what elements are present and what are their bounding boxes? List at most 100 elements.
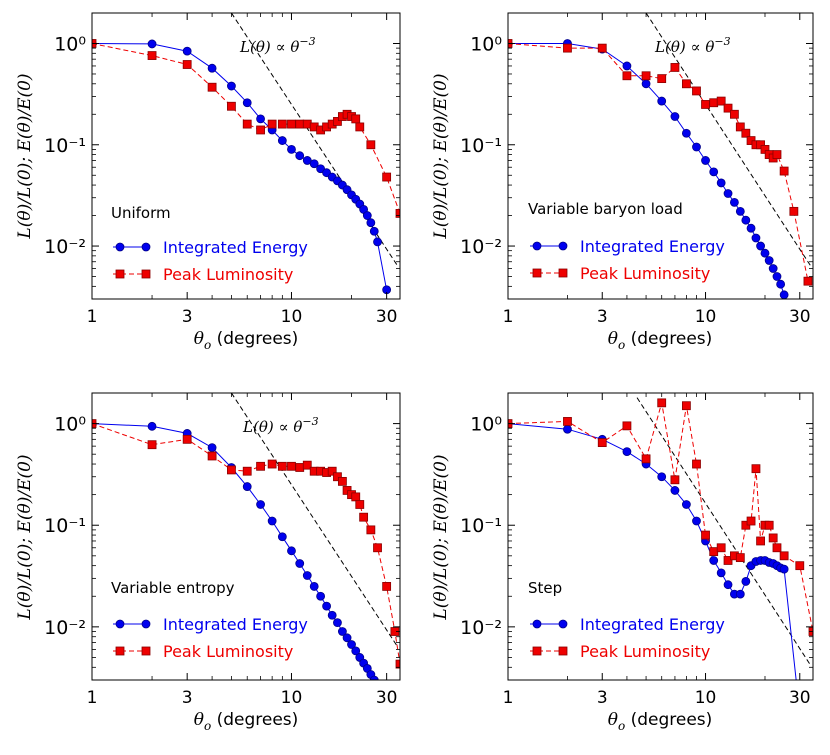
data-point-peak-luminosity — [182, 60, 192, 69]
data-point-integrated-energy — [681, 128, 691, 138]
y-tick-label: 10⁻² — [44, 617, 86, 639]
x-tick-label: 1 — [87, 307, 98, 327]
y-tick-label: 10⁰ — [470, 33, 502, 55]
panel-bottom-right: L(θ)/L(0); E(θ)/E(0) 1 3 10 30 10⁻² 10⁻¹ 10⁰ S… — [431, 392, 814, 733]
panel-title: Variable baryon load — [528, 200, 683, 218]
data-point-integrated-energy — [741, 215, 751, 225]
power-law-guide-line — [645, 13, 811, 266]
data-point-peak-luminosity — [670, 475, 680, 485]
panel-top-right: L(θ)/L(0); E(θ)/E(0) 1 3 10 30 10⁻² 10⁻¹ 10⁰ V… — [431, 12, 814, 352]
x-tick-label: 10 — [695, 688, 717, 708]
data-point-integrated-energy — [147, 39, 157, 49]
x-tick-label: 3 — [597, 307, 608, 327]
data-point-peak-luminosity — [735, 122, 745, 132]
data-point-peak-luminosity — [242, 466, 252, 476]
power-law-text: L(θ) ∝ θ — [654, 38, 714, 56]
data-point-integrated-energy — [709, 167, 719, 177]
svg-text:θo (degrees): θo (degrees) — [608, 329, 713, 352]
data-point-peak-luminosity — [670, 63, 680, 72]
data-point-peak-luminosity — [657, 398, 667, 408]
data-point-peak-luminosity — [327, 466, 337, 476]
power-law-label: L(θ) ∝ θ−3 — [242, 415, 319, 436]
data-point-peak-luminosity — [597, 438, 607, 448]
x-tick-label: 1 — [87, 688, 98, 708]
legend-marker-square — [115, 269, 125, 279]
y-tick-label: 10⁰ — [470, 414, 502, 436]
data-point-integrated-energy — [622, 447, 632, 457]
data-point-integrated-energy — [716, 178, 726, 188]
power-law-exponent: −3 — [714, 35, 730, 48]
x-axis-label: θo (degrees) — [608, 329, 713, 352]
data-point-peak-luminosity — [287, 119, 296, 129]
data-point-peak-luminosity — [622, 421, 632, 431]
data-point-integrated-energy — [760, 248, 770, 258]
data-point-peak-luminosity — [333, 117, 342, 126]
y-tick-label: 10⁻² — [44, 236, 86, 258]
data-point-peak-luminosity — [395, 209, 400, 218]
data-point-peak-luminosity — [681, 79, 691, 89]
panel-title: Uniform — [111, 204, 171, 222]
data-point-peak-luminosity — [723, 556, 733, 565]
power-law-label: L(θ) ∝ θ−3 — [654, 35, 731, 56]
data-point-peak-luminosity — [333, 472, 342, 482]
data-point-peak-luminosity — [772, 150, 782, 159]
legend-marker-square — [115, 646, 125, 656]
data-point-integrated-energy — [227, 81, 236, 91]
y-tick-label: 10⁻² — [460, 617, 502, 639]
data-point-integrated-energy — [776, 279, 786, 289]
x-tick-label: 3 — [597, 688, 608, 708]
legend-marker-circle — [558, 241, 568, 251]
data-point-peak-luminosity — [756, 536, 765, 546]
data-point-peak-luminosity — [295, 463, 305, 472]
data-point-integrated-energy — [295, 559, 305, 568]
data-point-integrated-energy — [692, 516, 701, 526]
data-point-peak-luminosity — [729, 109, 739, 119]
data-point-integrated-energy — [796, 710, 804, 718]
data-point-integrated-energy — [772, 272, 782, 281]
svg-text:L(θ) ∝ θ−3: L(θ) ∝ θ−3 — [239, 35, 316, 56]
data-point-peak-luminosity — [351, 492, 361, 502]
data-point-integrated-energy — [277, 136, 287, 145]
data-point-peak-luminosity — [337, 476, 347, 486]
power-law-exponent: −3 — [299, 35, 315, 48]
x-tick-label: 30 — [789, 688, 811, 708]
data-point-peak-luminosity — [779, 166, 789, 176]
data-point-peak-luminosity — [768, 533, 778, 543]
y-tick-label: 10⁻¹ — [460, 515, 502, 537]
data-point-integrated-energy — [641, 79, 651, 89]
legend-label-integrated: Integrated Energy — [163, 615, 308, 634]
plot-frame — [91, 392, 401, 681]
legend-label-peak: Peak Luminosity — [163, 265, 293, 284]
x-tick-label: 30 — [376, 688, 398, 708]
panel-title: Step — [528, 579, 562, 597]
power-law-text: L(θ) ∝ θ — [242, 418, 302, 436]
data-point-integrated-energy — [242, 482, 252, 491]
data-point-integrated-energy — [622, 61, 632, 71]
data-point-peak-luminosity — [751, 464, 761, 474]
legend-label-peak: Peak Luminosity — [163, 642, 293, 661]
data-point-integrated-energy — [322, 601, 331, 611]
data-point-peak-luminosity — [302, 460, 312, 470]
data-point-integrated-energy — [369, 675, 379, 680]
data-point-peak-luminosity — [692, 86, 701, 96]
legend-marker-circle — [532, 241, 542, 251]
data-point-integrated-energy — [366, 218, 376, 228]
data-point-peak-luminosity — [256, 125, 265, 135]
data-point-integrated-energy — [657, 472, 667, 482]
data-point-integrated-energy — [709, 556, 719, 565]
data-point-integrated-energy — [302, 571, 312, 580]
plot-frame — [91, 12, 401, 300]
data-point-peak-luminosity — [772, 543, 782, 553]
data-point-integrated-energy — [242, 98, 252, 108]
power-law-text: L(θ) ∝ θ — [239, 38, 299, 56]
data-point-peak-luminosity — [709, 547, 719, 557]
legend: Integrated Energy Peak Luminosity — [113, 615, 308, 661]
legend-label-peak: Peak Luminosity — [580, 642, 710, 661]
legend: Integrated Energy Peak Luminosity — [113, 238, 308, 284]
data-point-peak-luminosity — [256, 461, 265, 471]
data-point-integrated-energy — [723, 189, 733, 198]
data-point-integrated-energy — [751, 233, 761, 243]
data-point-peak-luminosity — [382, 582, 392, 591]
data-point-integrated-energy — [327, 610, 337, 620]
x-axis-label: θo (degrees) — [194, 329, 299, 352]
